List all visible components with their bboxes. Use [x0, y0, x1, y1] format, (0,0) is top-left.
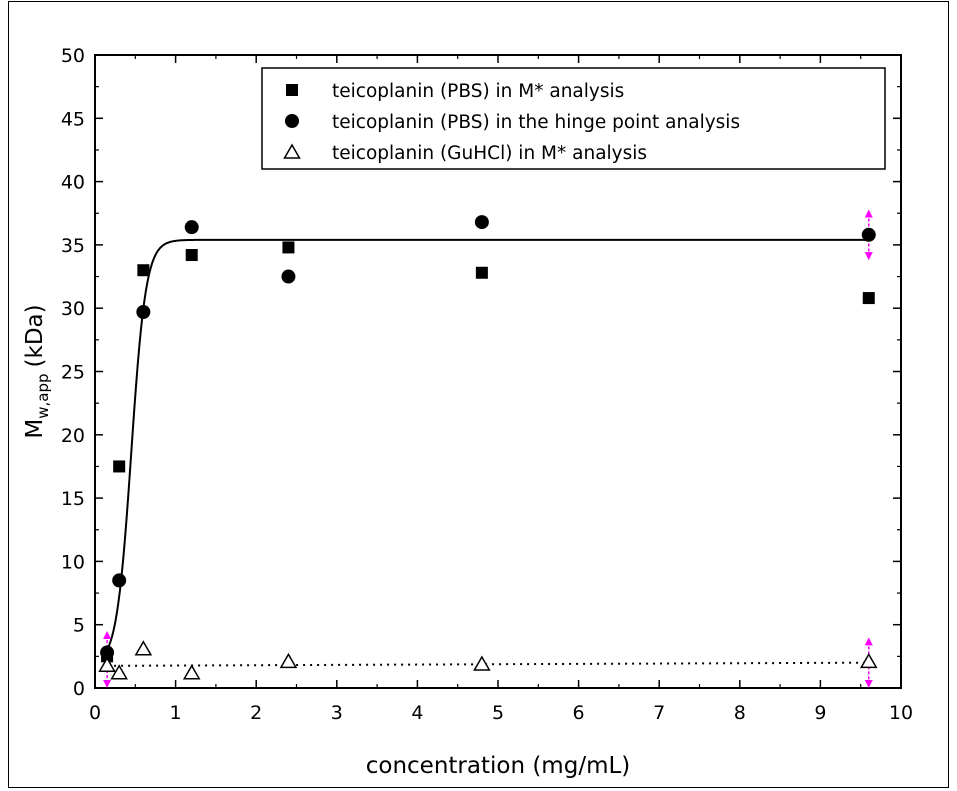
- error-arrow-down: [864, 680, 873, 688]
- y-tick-label: 10: [61, 551, 85, 573]
- y-tick-label: 45: [61, 108, 85, 130]
- y-tick-label: 25: [61, 362, 85, 384]
- data-point: [100, 645, 115, 660]
- y-axis-label-main: M: [22, 419, 48, 439]
- error-arrow-up: [864, 637, 873, 646]
- data-point: [110, 664, 128, 680]
- x-tick-label: 7: [653, 702, 665, 724]
- x-tick-label: 5: [492, 702, 504, 724]
- x-tick-label: 1: [170, 702, 182, 724]
- fit-line-dotted: [107, 661, 869, 667]
- y-tick-label: 15: [61, 488, 85, 510]
- data-point: [112, 573, 127, 588]
- x-tick-label: 8: [734, 702, 746, 724]
- y-axis-label-sub: w,app: [34, 373, 52, 418]
- series-2: [100, 215, 876, 660]
- data-point: [282, 241, 295, 254]
- legend-marker: [283, 143, 301, 159]
- x-tick-label: 3: [331, 702, 343, 724]
- y-axis-label: Mw,app (kDa): [22, 304, 52, 438]
- x-tick-label: 9: [814, 702, 826, 724]
- data-point: [184, 220, 199, 235]
- y-axis-label-unit: (kDa): [22, 304, 48, 367]
- legend-box: [261, 67, 886, 170]
- error-bar: [103, 631, 112, 688]
- x-tick-label: 0: [89, 702, 101, 724]
- x-tick-label: 2: [250, 702, 262, 724]
- fit-lines: [106, 238, 869, 667]
- y-tick-label: 50: [61, 45, 85, 67]
- legend-label: teicoplanin (PBS) in the hinge point ana…: [332, 112, 740, 133]
- data-point: [474, 215, 489, 230]
- data-point: [113, 460, 126, 473]
- y-tick-label: 40: [61, 172, 85, 194]
- axis-ticks: [94, 54, 902, 689]
- y-tick-label: 35: [61, 235, 85, 257]
- data-point: [281, 269, 296, 284]
- series-1: [101, 241, 875, 663]
- data-point: [862, 292, 875, 305]
- data-point: [279, 652, 298, 669]
- legend-label: teicoplanin (PBS) in M* analysis: [332, 81, 624, 102]
- error-arrow-down: [864, 252, 873, 261]
- data-points: [98, 215, 878, 680]
- x-tick-label: 6: [573, 702, 585, 724]
- legend: teicoplanin (PBS) in M* analysis teicopla…: [261, 67, 886, 170]
- data-point: [473, 655, 491, 671]
- legend-label: teicoplanin (GuHCl) in M* analysis: [332, 143, 647, 164]
- legend-marker: [285, 114, 299, 128]
- x-tick-label: 10: [889, 702, 913, 724]
- x-tick-label: 4: [411, 702, 423, 724]
- data-point: [98, 656, 116, 672]
- data-point: [134, 640, 153, 656]
- data-point: [185, 249, 198, 262]
- data-point: [475, 266, 488, 279]
- data-point: [136, 304, 151, 319]
- data-point: [137, 264, 150, 277]
- y-tick-label: 20: [61, 425, 85, 447]
- figure-frame: [8, 1, 949, 788]
- y-tick-label: 30: [61, 298, 85, 320]
- data-point: [182, 664, 201, 680]
- fit-curve-solid: [106, 238, 868, 651]
- error-arrow-up: [864, 209, 873, 218]
- y-tick-label: 0: [73, 678, 85, 700]
- error-arrow-down: [103, 680, 112, 688]
- error-markers: [103, 209, 873, 688]
- data-point: [861, 227, 876, 242]
- data-point: [859, 652, 878, 669]
- series-3: [98, 640, 878, 680]
- x-axis-label: concentration (mg/mL): [366, 753, 631, 779]
- y-tick-label: 5: [73, 615, 85, 637]
- error-arrow-up: [103, 631, 112, 640]
- legend-marker: [286, 84, 298, 96]
